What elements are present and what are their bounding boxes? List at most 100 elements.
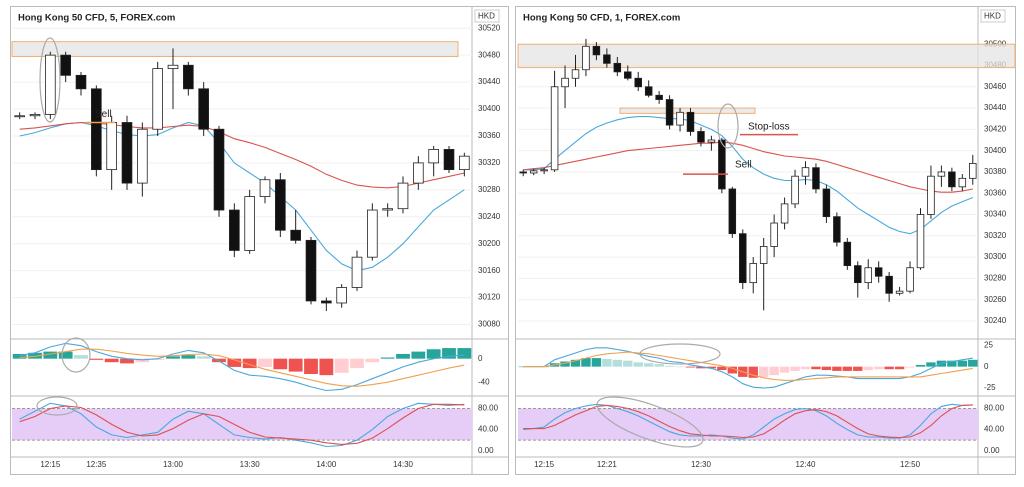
macd-histogram-bar [643, 363, 654, 367]
moving-average [19, 121, 465, 272]
candle-body [739, 233, 747, 284]
y-tick-label: 25 [984, 340, 993, 349]
macd-histogram-bar [863, 366, 873, 371]
y-tick-label: 30260 [984, 295, 1007, 304]
macd-histogram-bar [442, 348, 456, 359]
highlight-ellipse [36, 396, 78, 416]
y-tick-label: 0 [478, 354, 483, 363]
candle-body [780, 203, 789, 224]
candle-body [275, 179, 286, 231]
y-tick-label: 30400 [478, 104, 501, 113]
candle-body [413, 162, 424, 184]
y-tick-label: 30320 [478, 158, 501, 167]
candle-body [121, 122, 133, 184]
candle-body [561, 77, 569, 88]
macd-histogram-bar [304, 358, 318, 374]
y-tick-label: 30460 [984, 82, 1007, 91]
frame [515, 6, 1016, 475]
candle-body [718, 139, 726, 190]
y-tick-label: 30280 [984, 273, 1007, 282]
candle-body [854, 265, 862, 284]
macd-histogram-bar [426, 349, 441, 359]
macd-histogram-bar [873, 366, 884, 370]
candle-body [213, 128, 225, 211]
candle-body [937, 171, 946, 177]
candle-body [259, 179, 271, 197]
macd-histogram-bar [612, 359, 623, 367]
y-tick-label: 30240 [478, 212, 501, 221]
macd-histogram-bar [957, 360, 968, 367]
macd-histogram-bar [350, 358, 364, 369]
candle-body [644, 86, 653, 96]
y-tick-label: 30360 [984, 188, 1007, 197]
candle-body [582, 45, 590, 71]
candle-body [728, 188, 737, 235]
y-tick-label: -40 [478, 377, 490, 386]
annotation-label: Sell [95, 109, 112, 120]
x-tick-label: 14:00 [316, 460, 337, 469]
highlight-ellipse [596, 396, 704, 448]
macd-histogram-bar [811, 366, 821, 370]
macd-histogram-bar [104, 358, 119, 363]
y-tick-label: 80.00 [984, 404, 1005, 413]
macd-histogram-bar [12, 353, 27, 359]
moving-average [19, 121, 465, 189]
candle-body [634, 77, 642, 88]
macd-histogram-bar [727, 366, 738, 374]
y-tick-label: 30160 [478, 266, 501, 275]
stochastic-k [19, 402, 465, 448]
currency-label: HKD [478, 12, 495, 21]
macd-histogram-bar [58, 351, 73, 359]
candle-body [958, 177, 967, 188]
frame [10, 6, 509, 475]
candle-body [152, 68, 163, 130]
x-tick-label: 12:15 [534, 460, 555, 469]
x-tick-label: 12:15 [40, 460, 61, 469]
candle-body [382, 208, 393, 211]
macd-histogram-bar [947, 360, 957, 367]
currency-box [474, 9, 500, 23]
macd-histogram-bar [43, 351, 58, 359]
candle-body [290, 229, 301, 241]
macd-histogram-bar [696, 366, 706, 369]
moving-average [523, 141, 973, 193]
macd-histogram-bar [706, 366, 717, 369]
candle-body [864, 267, 872, 284]
macd-histogram-bar [227, 358, 242, 367]
candle-body [822, 188, 831, 218]
x-tick-label: 14:30 [393, 460, 414, 469]
y-tick-label: 30200 [478, 239, 501, 248]
macd-histogram-bar [623, 360, 633, 367]
macd-histogram-bar [842, 366, 853, 371]
highlight-ellipse [639, 343, 721, 365]
candle-body [367, 209, 378, 258]
x-tick-label: 12:21 [597, 460, 618, 469]
macd-histogram-bar [894, 366, 905, 370]
stochastic-band [12, 408, 472, 441]
macd-histogram-bar [196, 356, 211, 359]
candle-body [759, 246, 768, 264]
chart-title: Hong Kong 50 CFD, 1, FOREX.com [523, 13, 680, 24]
candle-body [927, 175, 935, 215]
macd-histogram-bar [120, 358, 134, 364]
candle-body [106, 122, 117, 171]
candle-body [540, 169, 548, 172]
candle-body [885, 275, 893, 294]
macd-histogram-bar [790, 366, 800, 371]
candle-body [351, 256, 363, 288]
zone [11, 41, 459, 57]
macd-histogram-bar [135, 358, 150, 363]
candle-body [624, 71, 632, 79]
highlight-ellipse [39, 37, 61, 123]
annotation-label: Stop-loss [748, 121, 790, 132]
macd-histogram-bar [380, 357, 395, 359]
candle-body [75, 74, 87, 90]
macd-histogram-bar [570, 359, 581, 367]
chart-title: Hong Kong 50 CFD, 5, FOREX.com [18, 13, 175, 24]
y-tick-label: 30360 [478, 131, 501, 140]
x-tick-label: 13:00 [163, 460, 184, 469]
y-tick-label: 30340 [984, 210, 1007, 219]
macd-histogram-bar [633, 362, 643, 367]
candle-body [321, 300, 332, 304]
